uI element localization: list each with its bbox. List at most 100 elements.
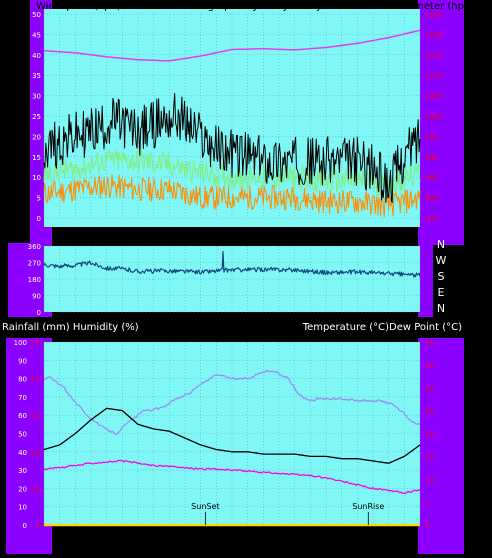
humidity-y-tick-label: 0 [23, 522, 27, 530]
compass-letter: N [437, 238, 445, 251]
wind-series [43, 29, 421, 218]
x-tick-label: 23 [241, 538, 254, 549]
baro-y-tick-label: 1020 [425, 31, 443, 39]
wind-direction-line [43, 250, 421, 278]
compass-letter: E [438, 286, 445, 299]
x-tick-label: 03 [304, 538, 317, 549]
rain-y-tick-label: 5.0 [30, 339, 41, 347]
temp-y-tick-label: 25 [425, 408, 434, 416]
baro-y-tick-label: 980 [425, 195, 438, 203]
rain-y-tick-label: 4.0 [30, 376, 41, 384]
rain-y-ticks: 0 1.0 2.0 3.0 4.0 5.0 [30, 339, 41, 530]
wind-y-tick-label: 35 [32, 72, 41, 80]
x-tick-label: 01 [273, 538, 286, 549]
wind-y-tick-label: 50 [32, 11, 41, 19]
x-tick-label: 05 [335, 538, 348, 549]
baro-y-tick-label: 1000 [425, 113, 443, 121]
wind-y-tick-label: 15 [32, 154, 41, 162]
rain-y-tick-label: 1.0 [30, 485, 41, 493]
x-tick-label: 13 [85, 538, 98, 549]
wind-y-tick-label: 20 [32, 133, 41, 141]
baro-y-tick-label: 975 [425, 215, 438, 223]
x-tick-label: 17 [147, 538, 160, 549]
baro-y-tick-label: 1015 [425, 52, 443, 60]
baro-y-tick-label: 995 [425, 133, 438, 141]
direction-series [43, 250, 421, 278]
direction-y-tick-label: 180 [28, 276, 41, 284]
climate-panel: Rainfall (mm) Humidity (%) Temperature (… [2, 322, 464, 554]
x-tick-label: 23 [241, 232, 254, 243]
wind-y-tick-label: 45 [32, 31, 41, 39]
wind-axis-label: Windspeed (kph) [36, 1, 121, 12]
humidity-y-tick-label: 90 [18, 357, 27, 365]
sun-marker-label: SunSet [191, 502, 219, 511]
x-tick-label: 11 [53, 538, 66, 549]
baro-y-tick-label: 1025 [425, 11, 443, 19]
baro-axis-label: Barometer (hpa) [391, 1, 474, 12]
temp-y-tick-label: 35 [425, 362, 434, 370]
x-tick-label: 07 [367, 538, 380, 549]
x-tick-label: 15 [116, 538, 129, 549]
x-tick-label: 09 [398, 232, 411, 243]
temp-y-tick-label: 10 [425, 476, 434, 484]
temperature-y-ticks: 0 5 10 15 20 25 30 35 40 [425, 339, 434, 530]
temp-y-tick-label: 15 [425, 453, 434, 461]
wind-gust-line [43, 92, 421, 204]
humidity-y-tick-label: 50 [18, 431, 27, 439]
climate-humidity-line [43, 369, 421, 436]
humidity-y-tick-label: 20 [18, 485, 27, 493]
x-tick-label: 21 [210, 538, 223, 549]
sun-marker-label: SunRise [352, 502, 384, 511]
baro-y-tick-label: 990 [425, 154, 438, 162]
climate-temperature-line [43, 407, 421, 464]
x-tick-label: 07 [367, 232, 380, 243]
x-tick-label: 17 [147, 232, 160, 243]
wind-y-ticks: 0 5 10 15 20 25 30 35 40 45 50 [32, 11, 41, 223]
x-tick-label: 15 [116, 232, 129, 243]
direction-y-tick-label: 270 [28, 260, 41, 268]
climate-grid [43, 341, 421, 526]
climate-series [43, 369, 421, 527]
sun-annotations: SunSet SunRise [191, 502, 384, 525]
temp-y-tick-label: 20 [425, 431, 434, 439]
direction-grid [43, 245, 421, 313]
x-tick-label: 19 [179, 232, 192, 243]
wind-y-tick-label: 30 [32, 93, 41, 101]
rain-humidity-axis-label: Rainfall (mm) Humidity (%) [2, 322, 139, 333]
x-tick-label: 21 [210, 232, 223, 243]
barometer-line [43, 29, 421, 62]
wind-low-line [43, 174, 421, 218]
x-tick-label: 03 [304, 232, 317, 243]
humidity-y-ticks: 0 10 20 30 40 50 60 70 80 90 100 [14, 339, 27, 530]
temp-y-tick-label: 40 [425, 339, 434, 347]
x-tick-label: 19 [179, 538, 192, 549]
wind-right-band [418, 0, 464, 245]
x-tick-label: 01 [273, 232, 286, 243]
rain-y-tick-label: 0 [37, 522, 41, 530]
compass-letter: W [436, 254, 447, 267]
temp-y-tick-label: 0 [425, 522, 429, 530]
baro-y-tick-label: 1010 [425, 72, 443, 80]
compass-letter: N [437, 302, 445, 315]
humidity-y-tick-label: 100 [14, 339, 27, 347]
humidity-y-tick-label: 40 [18, 449, 27, 457]
temp-dew-axis-label: Temperature (°C)Dew Point (°C) [302, 322, 462, 333]
climate-right-band [418, 338, 464, 554]
climate-x-ticks: 11 13 15 17 19 21 23 01 03 05 07 09 [53, 538, 410, 549]
wind-y-tick-label: 25 [32, 113, 41, 121]
wind-y-tick-label: 0 [37, 215, 41, 223]
compass-letter: S [438, 270, 445, 283]
wind-average-line [43, 148, 421, 197]
wind-chart-title: 24 hour graph day : 18 January 2021 [166, 1, 351, 12]
x-tick-label: 05 [335, 232, 348, 243]
direction-y-tick-label: 0 [37, 309, 41, 317]
direction-y-tick-label: 90 [32, 293, 41, 301]
climate-dew-line [43, 459, 421, 495]
wind-y-tick-label: 40 [32, 52, 41, 60]
humidity-y-tick-label: 10 [18, 504, 27, 512]
x-tick-label: 13 [85, 232, 98, 243]
